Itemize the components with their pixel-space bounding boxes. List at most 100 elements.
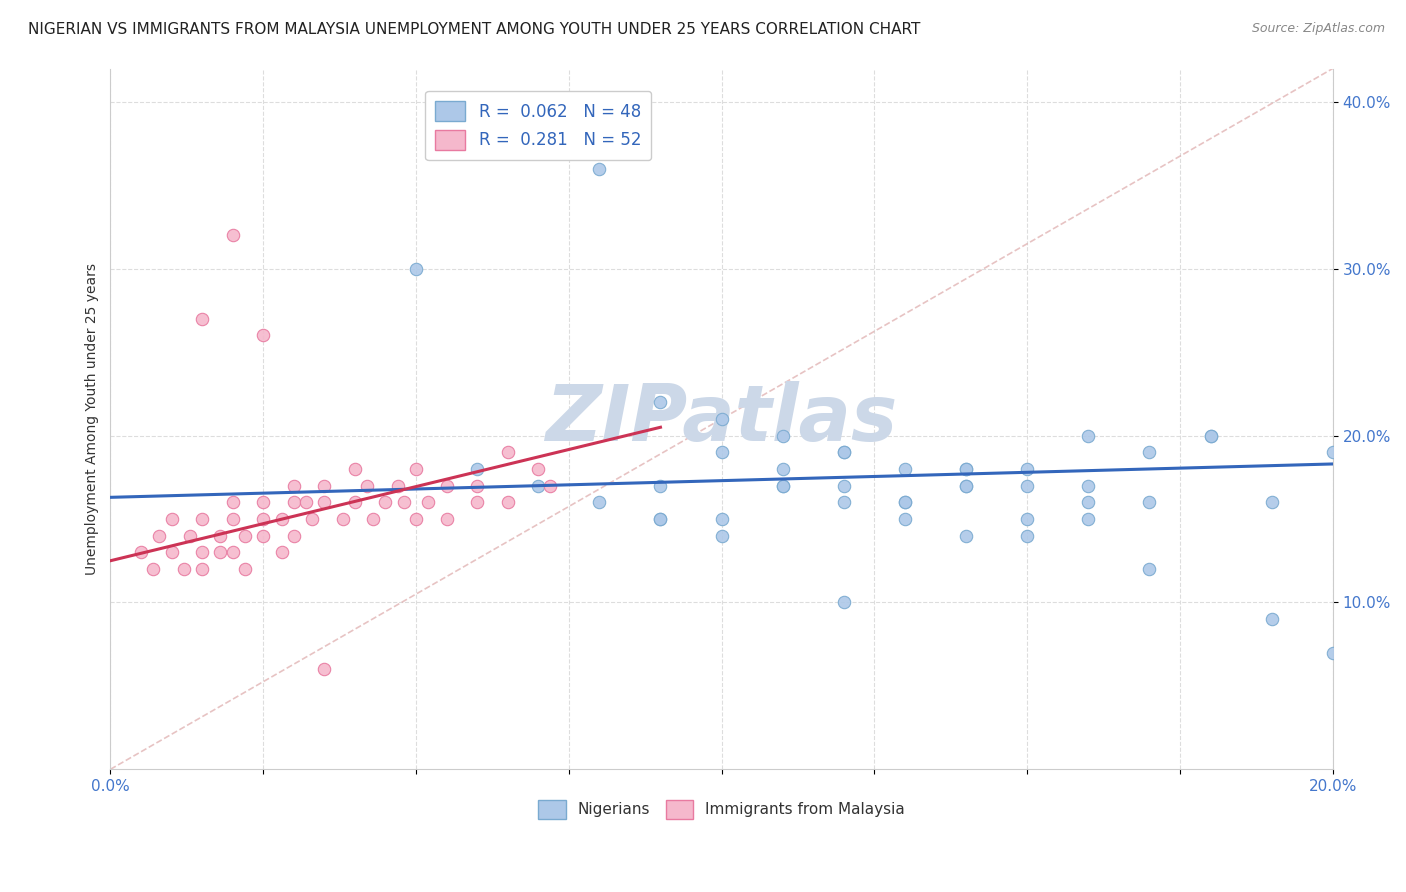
- Point: [221, 495, 243, 509]
- Point: [710, 529, 733, 543]
- Point: [314, 478, 336, 492]
- Point: [588, 495, 610, 509]
- Point: [418, 495, 440, 509]
- Point: [465, 478, 488, 492]
- Point: [650, 512, 672, 526]
- Point: [894, 495, 917, 509]
- Point: [772, 462, 794, 476]
- Y-axis label: Unemployment Among Youth under 25 years: Unemployment Among Youth under 25 years: [86, 263, 100, 575]
- Point: [832, 595, 855, 609]
- Point: [191, 562, 214, 576]
- Point: [343, 495, 366, 509]
- Point: [332, 512, 354, 526]
- Point: [179, 529, 201, 543]
- Point: [387, 478, 409, 492]
- Point: [1017, 529, 1039, 543]
- Point: [295, 495, 318, 509]
- Point: [252, 512, 274, 526]
- Point: [270, 512, 292, 526]
- Point: [361, 512, 384, 526]
- Point: [436, 478, 458, 492]
- Text: NIGERIAN VS IMMIGRANTS FROM MALAYSIA UNEMPLOYMENT AMONG YOUTH UNDER 25 YEARS COR: NIGERIAN VS IMMIGRANTS FROM MALAYSIA UNE…: [28, 22, 921, 37]
- Point: [1139, 495, 1161, 509]
- Point: [160, 512, 183, 526]
- Point: [1017, 478, 1039, 492]
- Point: [894, 512, 917, 526]
- Point: [436, 512, 458, 526]
- Point: [405, 261, 427, 276]
- Point: [191, 512, 214, 526]
- Point: [650, 478, 672, 492]
- Point: [160, 545, 183, 559]
- Point: [191, 545, 214, 559]
- Legend: Nigerians, Immigrants from Malaysia: Nigerians, Immigrants from Malaysia: [531, 794, 911, 825]
- Point: [1077, 495, 1099, 509]
- Point: [343, 462, 366, 476]
- Text: ZIPatlas: ZIPatlas: [546, 381, 897, 457]
- Point: [1199, 428, 1222, 442]
- Point: [221, 545, 243, 559]
- Point: [832, 445, 855, 459]
- Point: [1260, 495, 1282, 509]
- Point: [148, 529, 170, 543]
- Point: [209, 529, 232, 543]
- Point: [650, 512, 672, 526]
- Point: [710, 512, 733, 526]
- Point: [356, 478, 378, 492]
- Point: [465, 495, 488, 509]
- Point: [588, 161, 610, 176]
- Point: [1077, 512, 1099, 526]
- Point: [374, 495, 396, 509]
- Point: [650, 395, 672, 409]
- Point: [221, 228, 243, 243]
- Point: [1139, 562, 1161, 576]
- Point: [1199, 428, 1222, 442]
- Point: [772, 478, 794, 492]
- Point: [314, 495, 336, 509]
- Text: Source: ZipAtlas.com: Source: ZipAtlas.com: [1251, 22, 1385, 36]
- Point: [191, 311, 214, 326]
- Point: [221, 512, 243, 526]
- Point: [233, 529, 256, 543]
- Point: [270, 545, 292, 559]
- Point: [1322, 445, 1344, 459]
- Point: [252, 328, 274, 343]
- Point: [955, 478, 977, 492]
- Point: [405, 462, 427, 476]
- Point: [252, 495, 274, 509]
- Point: [129, 545, 152, 559]
- Point: [405, 512, 427, 526]
- Point: [283, 529, 305, 543]
- Point: [142, 562, 165, 576]
- Point: [894, 462, 917, 476]
- Point: [1139, 445, 1161, 459]
- Point: [710, 412, 733, 426]
- Point: [832, 478, 855, 492]
- Point: [392, 495, 415, 509]
- Point: [233, 562, 256, 576]
- Point: [465, 462, 488, 476]
- Point: [710, 445, 733, 459]
- Point: [1017, 512, 1039, 526]
- Point: [283, 478, 305, 492]
- Point: [314, 662, 336, 676]
- Point: [540, 478, 562, 492]
- Point: [301, 512, 323, 526]
- Point: [496, 495, 519, 509]
- Point: [1077, 478, 1099, 492]
- Point: [252, 529, 274, 543]
- Point: [894, 495, 917, 509]
- Point: [209, 545, 232, 559]
- Point: [955, 478, 977, 492]
- Point: [283, 495, 305, 509]
- Point: [173, 562, 195, 576]
- Point: [955, 462, 977, 476]
- Point: [772, 478, 794, 492]
- Point: [832, 445, 855, 459]
- Point: [1077, 428, 1099, 442]
- Point: [955, 462, 977, 476]
- Point: [772, 428, 794, 442]
- Point: [1260, 612, 1282, 626]
- Point: [1322, 646, 1344, 660]
- Point: [1017, 462, 1039, 476]
